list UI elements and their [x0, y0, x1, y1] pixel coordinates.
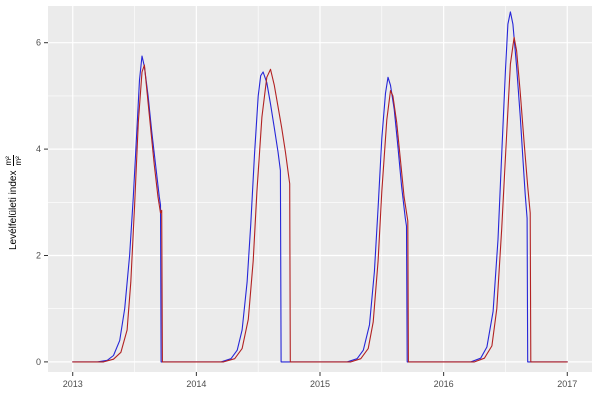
y-tick-label: 4 — [36, 144, 41, 154]
x-tick-label: 2013 — [63, 379, 83, 389]
x-tick-label: 2014 — [186, 379, 206, 389]
series-red-line — [72, 36, 568, 363]
y-axis-unit-fraction: m² m² — [4, 155, 24, 167]
x-tick-label: 2015 — [310, 379, 330, 389]
y-tick-label: 2 — [36, 250, 41, 260]
y-tick-label: 6 — [36, 38, 41, 48]
y-axis-label: Levélfelületi index m² m² — [4, 155, 23, 250]
y-axis-label-text: Levélfelületi index — [8, 170, 20, 251]
x-tick-label: 2017 — [557, 379, 577, 389]
y-axis-unit-denominator: m² — [14, 156, 24, 166]
y-tick-label: 0 — [36, 357, 41, 367]
y-axis-unit-numerator: m² — [4, 155, 15, 167]
x-tick-label: 2016 — [434, 379, 454, 389]
